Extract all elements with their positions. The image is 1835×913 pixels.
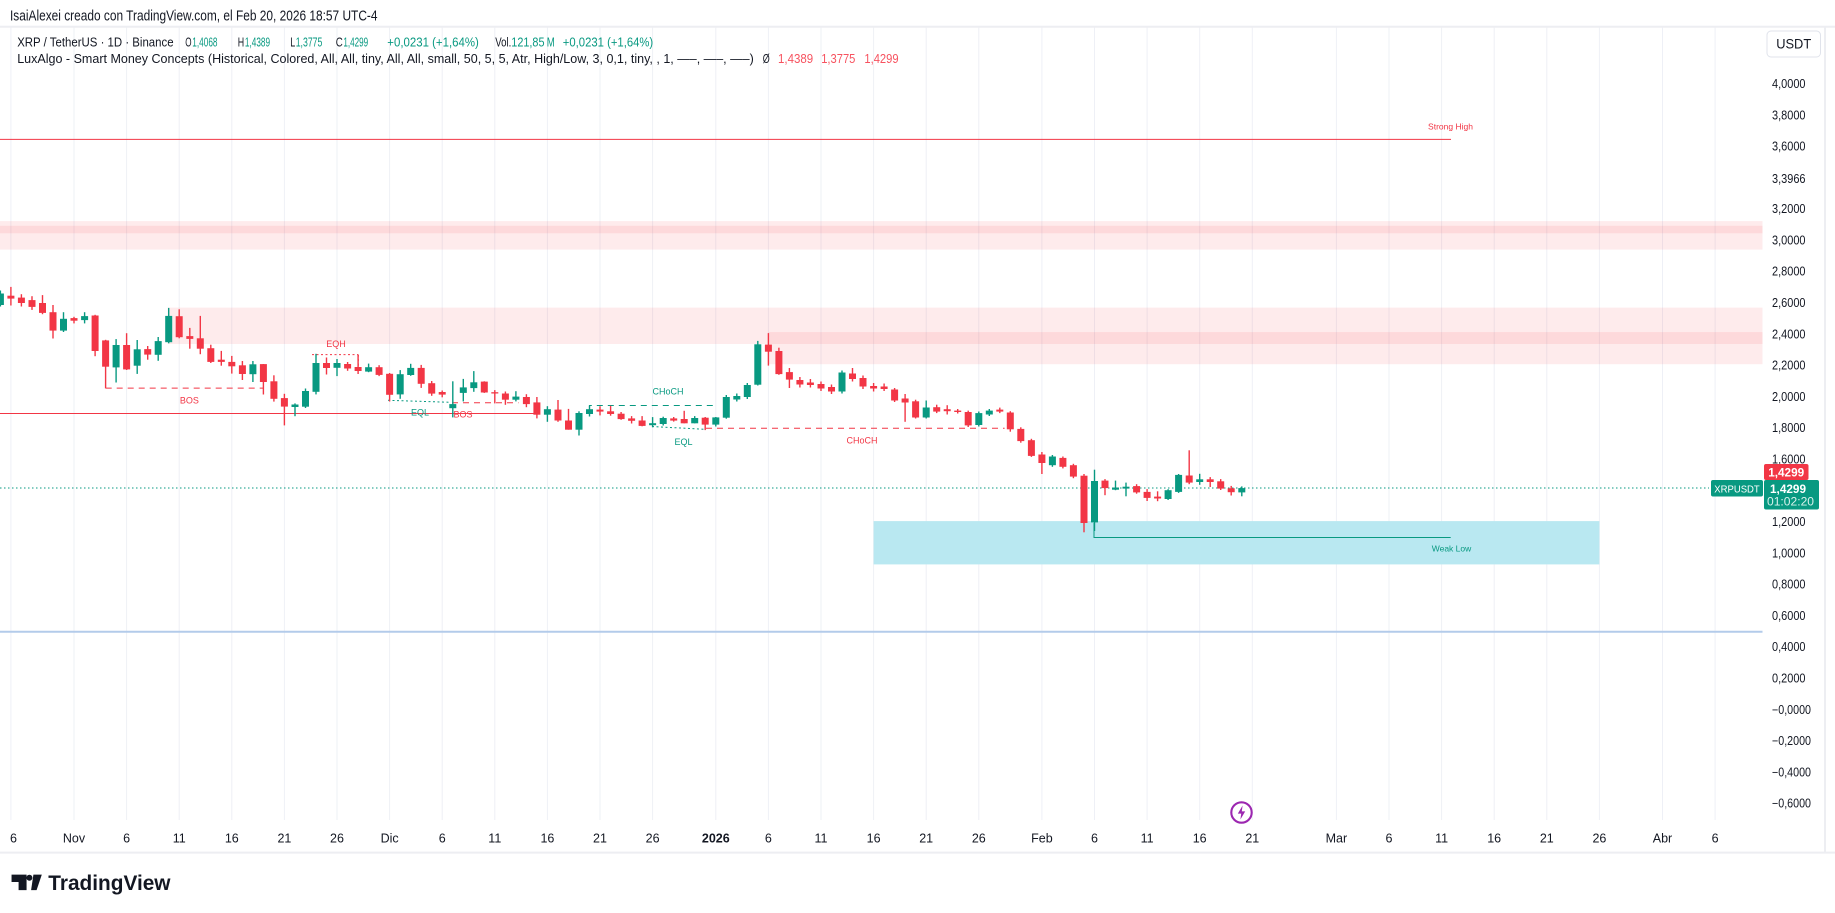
svg-text:−0,0000: −0,0000	[1772, 703, 1811, 717]
svg-text:Strong High: Strong High	[1428, 122, 1473, 132]
svg-text:C: C	[336, 34, 343, 49]
svg-text:1,4068: 1,4068	[192, 34, 217, 49]
svg-text:4,0000: 4,0000	[1772, 77, 1806, 91]
svg-text:CHoCH: CHoCH	[846, 436, 877, 446]
svg-text:1,4299: 1,4299	[864, 51, 898, 66]
svg-text:11: 11	[488, 832, 501, 846]
svg-text:11: 11	[1141, 832, 1154, 846]
svg-text:1,4299: 1,4299	[1770, 482, 1806, 496]
svg-text:Mar: Mar	[1326, 832, 1348, 846]
svg-text:0,8000: 0,8000	[1772, 578, 1806, 592]
svg-text:+0,0231 (+1,64%): +0,0231 (+1,64%)	[563, 34, 653, 49]
svg-text:0,6000: 0,6000	[1772, 609, 1806, 623]
svg-text:−0,2000: −0,2000	[1772, 734, 1811, 748]
svg-text:XRP / TetherUS · 1D · Binance: XRP / TetherUS · 1D · Binance	[17, 34, 173, 49]
svg-text:6: 6	[439, 832, 446, 846]
svg-text:1,6000: 1,6000	[1772, 453, 1806, 467]
svg-text:+0,0231 (+1,64%): +0,0231 (+1,64%)	[387, 34, 479, 49]
svg-text:6: 6	[1712, 832, 1719, 846]
svg-text:2,6000: 2,6000	[1772, 296, 1806, 310]
svg-text:EQH: EQH	[326, 339, 346, 349]
svg-text:BOS: BOS	[180, 396, 199, 406]
svg-text:6: 6	[1091, 832, 1098, 846]
svg-text:1,4299: 1,4299	[343, 34, 368, 49]
svg-text:121,85: 121,85	[511, 34, 544, 49]
svg-text:3,8000: 3,8000	[1772, 108, 1806, 122]
svg-text:Nov: Nov	[63, 832, 86, 846]
svg-text:USDT: USDT	[1776, 37, 1811, 52]
svg-text:1,3775: 1,3775	[821, 51, 855, 66]
svg-text:CHoCH: CHoCH	[652, 387, 683, 397]
svg-text:16: 16	[225, 832, 239, 846]
svg-text:H: H	[238, 34, 244, 49]
svg-text:Feb: Feb	[1031, 832, 1053, 846]
svg-text:6: 6	[123, 832, 130, 846]
svg-text:3,2000: 3,2000	[1772, 202, 1806, 216]
svg-text:−0,4000: −0,4000	[1772, 765, 1811, 779]
svg-text:Ø: Ø	[763, 51, 770, 66]
svg-text:1,2000: 1,2000	[1772, 515, 1806, 529]
svg-text:EQL: EQL	[411, 407, 429, 417]
svg-text:16: 16	[1193, 832, 1207, 846]
svg-text:BOS: BOS	[453, 410, 472, 420]
svg-text:21: 21	[277, 832, 291, 846]
svg-text:2026: 2026	[702, 832, 730, 846]
svg-text:11: 11	[173, 832, 186, 846]
svg-text:−0,6000: −0,6000	[1772, 797, 1811, 811]
svg-text:01:02:20: 01:02:20	[1767, 496, 1814, 508]
svg-text:6: 6	[765, 832, 772, 846]
svg-text:26: 26	[646, 832, 660, 846]
svg-text:6: 6	[1386, 832, 1393, 846]
svg-text:0,4000: 0,4000	[1772, 640, 1806, 654]
svg-text:3,0000: 3,0000	[1772, 234, 1806, 248]
svg-text:2,8000: 2,8000	[1772, 265, 1806, 279]
svg-text:EQL: EQL	[674, 437, 692, 447]
svg-text:2,2000: 2,2000	[1772, 359, 1806, 373]
svg-text:O: O	[185, 34, 191, 49]
svg-text:26: 26	[330, 832, 344, 846]
svg-text:TradingView: TradingView	[48, 871, 170, 895]
svg-text:21: 21	[1540, 832, 1554, 846]
svg-text:11: 11	[1435, 832, 1448, 846]
svg-text:3,6000: 3,6000	[1772, 140, 1806, 154]
svg-text:1,8000: 1,8000	[1772, 421, 1806, 435]
svg-text:21: 21	[593, 832, 607, 846]
svg-text:1,4389: 1,4389	[778, 51, 813, 66]
svg-text:1,4389: 1,4389	[245, 34, 270, 49]
svg-text:Abr: Abr	[1653, 832, 1672, 846]
svg-text:11: 11	[815, 832, 828, 846]
svg-text:2,4000: 2,4000	[1772, 327, 1806, 341]
svg-text:0,2000: 0,2000	[1772, 672, 1806, 686]
svg-text:26: 26	[1592, 832, 1606, 846]
svg-text:21: 21	[1245, 832, 1259, 846]
svg-text:M: M	[547, 34, 555, 49]
svg-text:21: 21	[919, 832, 933, 846]
svg-text:16: 16	[867, 832, 881, 846]
svg-text:Vol.: Vol.	[495, 34, 511, 49]
svg-text:2,0000: 2,0000	[1772, 390, 1806, 404]
svg-text:3,3966: 3,3966	[1772, 172, 1806, 186]
svg-text:LuxAlgo - Smart Money Concepts: LuxAlgo - Smart Money Concepts (Historic…	[17, 51, 754, 66]
svg-text:16: 16	[1487, 832, 1501, 846]
svg-text:16: 16	[540, 832, 554, 846]
svg-text:XRPUSDT: XRPUSDT	[1714, 484, 1760, 496]
svg-text:IsaiAlexei creado con TradingV: IsaiAlexei creado con TradingView.com, e…	[10, 7, 378, 24]
svg-text:Dic: Dic	[381, 832, 399, 846]
svg-text:1,4299: 1,4299	[1768, 465, 1804, 479]
svg-text:6: 6	[10, 832, 17, 846]
svg-text:Weak Low: Weak Low	[1432, 544, 1472, 554]
svg-text:1,0000: 1,0000	[1772, 546, 1806, 560]
svg-text:1,3775: 1,3775	[296, 34, 323, 49]
svg-text:26: 26	[972, 832, 986, 846]
svg-text:L: L	[290, 34, 295, 49]
